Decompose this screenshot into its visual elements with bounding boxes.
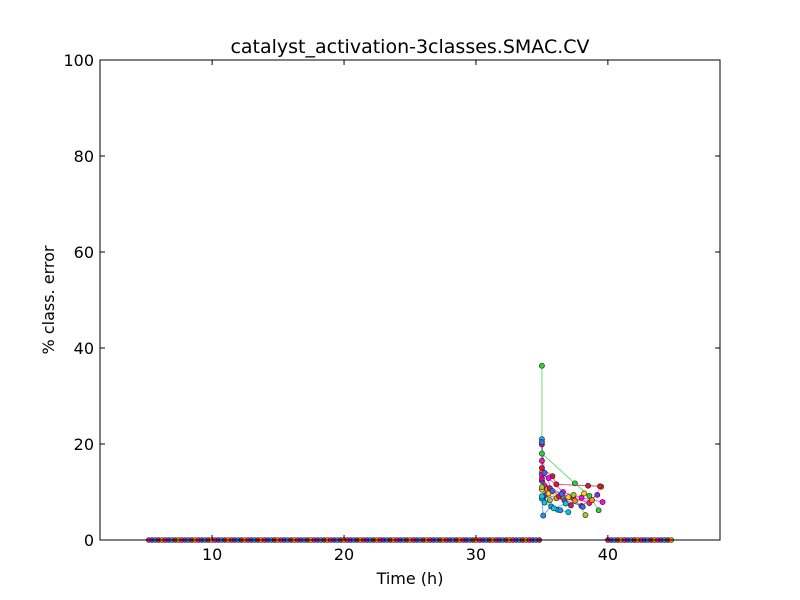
data-point (539, 362, 545, 369)
y-tick-label: 40 (74, 339, 94, 358)
data-point (570, 491, 577, 498)
data-point (557, 507, 564, 514)
x-tick-label: 20 (334, 545, 354, 564)
ticks-layer: 10 20 30 40 0 20 40 60 80 100 (63, 51, 720, 564)
data-point (539, 465, 545, 471)
data-point (599, 499, 606, 505)
data-point (589, 497, 595, 504)
data-point (578, 494, 585, 501)
data-point (571, 497, 578, 504)
data-point (586, 492, 593, 499)
y-tick-label: 0 (84, 531, 94, 550)
data-point (579, 503, 586, 510)
data-point (550, 505, 557, 512)
chart-title: catalyst_activation-3classes.SMAC.CV (230, 36, 589, 58)
data-point (541, 469, 548, 476)
data-point (549, 488, 556, 494)
data-point (539, 475, 545, 482)
y-tick-label: 100 (63, 51, 94, 70)
data-point (539, 450, 545, 457)
x-tick-label: 40 (598, 545, 618, 564)
data-point (546, 497, 553, 504)
data-point (597, 483, 603, 490)
data-point (595, 507, 602, 514)
data-point (553, 481, 560, 488)
data-point (582, 512, 589, 518)
data-point (540, 512, 547, 519)
x-tick-label: 30 (466, 545, 486, 564)
data-point (585, 482, 591, 489)
data-point (545, 475, 552, 481)
y-tick-label: 20 (74, 435, 94, 454)
data-point (539, 484, 545, 491)
data-point (571, 480, 578, 487)
x-axis-label: Time (h) (376, 569, 444, 588)
data-point (541, 499, 548, 506)
data-point (568, 502, 574, 509)
y-axis-label: % class. error (39, 245, 58, 354)
data-point (539, 457, 545, 464)
plot-frame (99, 59, 721, 541)
data-point (581, 490, 588, 497)
data-point (539, 439, 545, 445)
data-point (565, 494, 572, 501)
data-point (565, 509, 572, 516)
data-point (594, 491, 601, 498)
x-tick-label: 10 (202, 545, 222, 564)
data-point (562, 500, 569, 507)
y-tick-label: 60 (74, 243, 94, 262)
y-tick-label: 80 (74, 147, 94, 166)
data-point (558, 491, 565, 497)
data-point (539, 493, 545, 500)
